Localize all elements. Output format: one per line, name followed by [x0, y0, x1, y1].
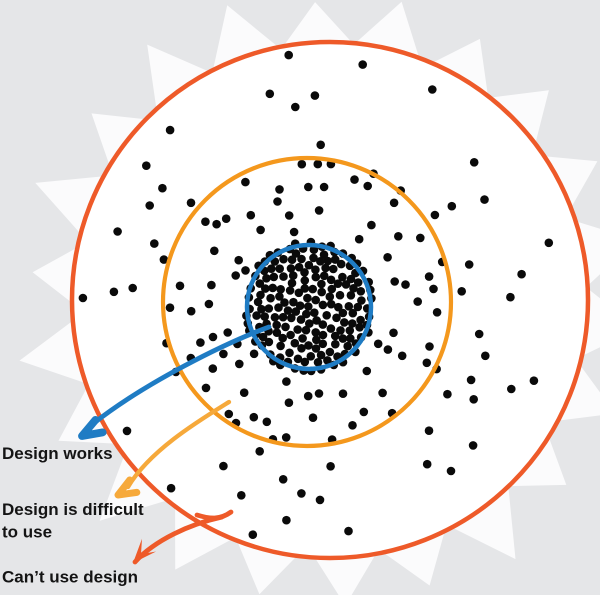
svg-text:Design is difficult: Design is difficult [2, 500, 144, 519]
svg-text:Design works: Design works [2, 444, 113, 463]
svg-text:Can’t use design: Can’t use design [2, 568, 138, 587]
svg-text:to use: to use [2, 523, 52, 542]
